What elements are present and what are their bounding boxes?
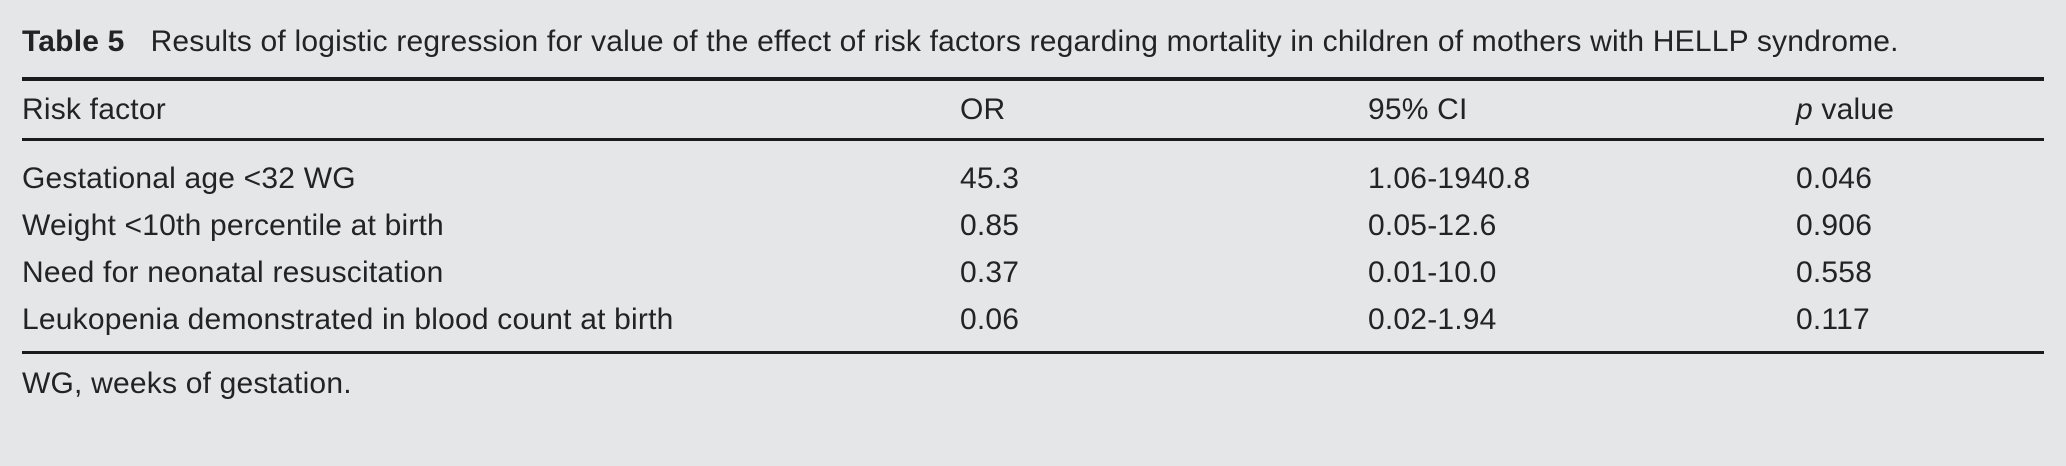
rule-top — [22, 77, 2044, 81]
table-caption-text: Results of logistic regression for value… — [150, 25, 1899, 58]
column-header-ci: 95% CI — [1368, 92, 1468, 126]
cell-p-value: 0.117 — [1796, 302, 1870, 336]
table-row: Leukopenia demonstrated in blood count a… — [22, 296, 2044, 343]
p-value-rest: value — [1812, 92, 1895, 126]
table-number-label: Table 5 — [22, 25, 125, 58]
cell-risk-factor: Need for neonatal resuscitation — [22, 255, 444, 289]
rule-bottom — [22, 351, 2044, 354]
cell-or: 0.85 — [960, 208, 1020, 242]
column-header-risk-factor: Risk factor — [22, 92, 166, 126]
table-header-row: Risk factor OR 95% CI p value — [22, 81, 2044, 138]
cell-ci: 0.05-12.6 — [1368, 208, 1497, 242]
cell-p-value: 0.558 — [1796, 255, 1873, 289]
cell-risk-factor: Weight <10th percentile at birth — [22, 208, 444, 242]
cell-ci: 1.06-1940.8 — [1368, 161, 1531, 195]
rule-under-header — [22, 138, 2044, 141]
table-row: Need for neonatal resuscitation 0.37 0.0… — [22, 249, 2044, 296]
cell-or: 0.06 — [960, 302, 1020, 336]
table-body: Gestational age <32 WG 45.3 1.06-1940.8 … — [22, 141, 2044, 351]
cell-ci: 0.01-10.0 — [1368, 255, 1497, 289]
cell-or: 0.37 — [960, 255, 1020, 289]
p-value-italic-p: p — [1796, 92, 1813, 126]
table-footnote: WG, weeks of gestation. — [22, 367, 352, 400]
table-row: Weight <10th percentile at birth 0.85 0.… — [22, 202, 2044, 249]
table-caption: Table 5 Results of logistic regression fo… — [22, 20, 2032, 63]
cell-p-value: 0.046 — [1796, 161, 1873, 195]
column-header-or: OR — [960, 92, 1006, 126]
table-row: Gestational age <32 WG 45.3 1.06-1940.8 … — [22, 155, 2044, 202]
column-header-p-value: p value — [1796, 93, 2044, 127]
cell-or: 45.3 — [960, 161, 1020, 195]
cell-p-value: 0.906 — [1796, 208, 1873, 242]
cell-risk-factor: Gestational age <32 WG — [22, 161, 356, 195]
cell-risk-factor: Leukopenia demonstrated in blood count a… — [22, 302, 674, 336]
cell-ci: 0.02-1.94 — [1368, 302, 1497, 336]
